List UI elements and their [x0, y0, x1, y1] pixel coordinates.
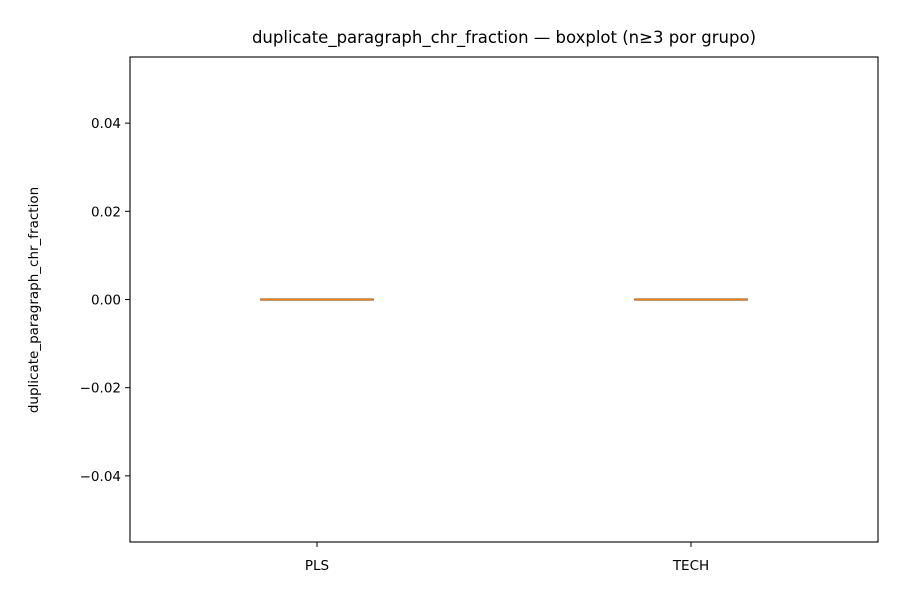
- y-axis-label: duplicate_paragraph_chr_fraction: [26, 187, 42, 413]
- y-tick-label: −0.02: [80, 381, 121, 397]
- y-tick-label: 0.00: [91, 293, 121, 309]
- axis-ticks: 0.04 0.02 0.00 −0.02 −0.04 PLS TECH: [80, 116, 710, 574]
- boxes: [260, 298, 748, 301]
- chart-title: duplicate_paragraph_chr_fraction — boxpl…: [252, 28, 756, 48]
- x-tick-label: PLS: [305, 558, 329, 574]
- y-tick-label: 0.02: [91, 204, 121, 220]
- plot-frame: [129, 56, 879, 543]
- y-tick-label: 0.04: [91, 116, 121, 132]
- x-tick-label: TECH: [672, 558, 709, 574]
- y-tick-label: −0.04: [80, 469, 121, 485]
